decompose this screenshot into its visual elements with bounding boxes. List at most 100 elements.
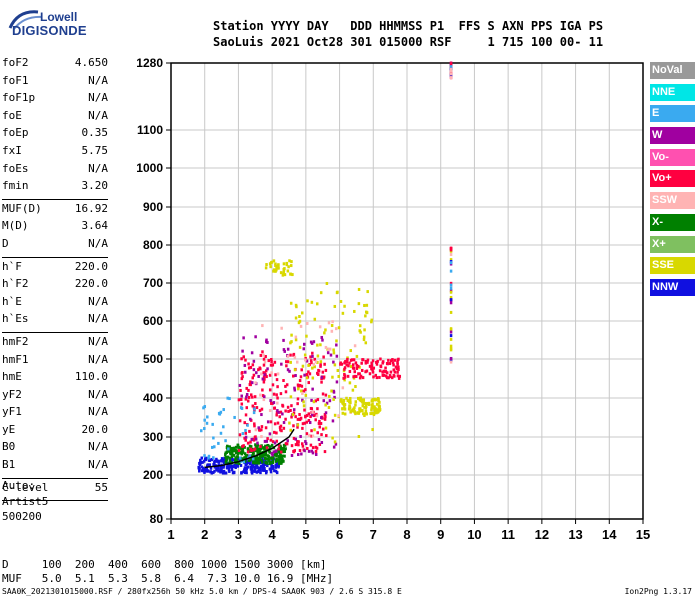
echo-point [230, 449, 233, 453]
echo-point [364, 370, 367, 374]
echo-point [275, 378, 279, 382]
echo-point [323, 417, 327, 421]
echo-point [211, 422, 214, 426]
echo-point [276, 409, 279, 413]
echo-point [283, 450, 286, 454]
echo-point [233, 464, 236, 468]
echo-point [300, 442, 304, 446]
param-name: foF1 [2, 73, 29, 87]
echo-point [208, 458, 212, 462]
echo-point [449, 70, 453, 74]
echo-point [201, 460, 204, 464]
echo-point [296, 397, 300, 401]
echo-point [283, 267, 286, 271]
echo-point [372, 366, 376, 370]
param-name: yF2 [2, 387, 22, 401]
param-value: 55 [94, 480, 108, 494]
echo-point [239, 388, 242, 392]
echo-point [262, 464, 265, 468]
echo-point [312, 340, 316, 344]
echo-point [253, 457, 257, 461]
echo-point [280, 362, 283, 366]
file-info: SAA0K_2021301015000.RSF / 280fx256h 50 k… [2, 587, 402, 596]
echo-point [364, 406, 368, 410]
echo-point [232, 458, 235, 462]
echo-point [381, 361, 384, 365]
echo-point [284, 390, 288, 394]
echo-point [294, 303, 298, 307]
echo-point [343, 361, 346, 365]
echo-point [378, 375, 381, 379]
echo-point [449, 360, 453, 364]
echo-point [273, 441, 277, 445]
echo-point [254, 381, 257, 385]
echo-point [305, 334, 308, 338]
echo-point [385, 376, 389, 380]
echo-point [227, 468, 231, 472]
digisonde-logo: Lowell DIGISONDE [4, 8, 114, 44]
echo-point [376, 359, 379, 363]
echo-point [307, 419, 311, 423]
echo-point [316, 371, 319, 375]
echo-point [224, 461, 228, 465]
echo-point [215, 459, 219, 463]
echo-point [315, 302, 319, 306]
echo-point [234, 458, 238, 462]
echo-point [362, 335, 366, 339]
echo-point [289, 341, 292, 345]
echo-point [345, 363, 348, 367]
echo-point [237, 398, 241, 402]
separator [2, 331, 108, 333]
echo-point [251, 452, 255, 456]
echo-point [449, 67, 453, 71]
echo-point [283, 273, 287, 277]
echo-point [263, 360, 267, 364]
echo-point [259, 353, 263, 357]
echo-point [339, 299, 343, 303]
echo-point [281, 404, 285, 408]
echo-point [272, 392, 276, 396]
param-value: 220.0 [74, 259, 108, 273]
echo-point [337, 326, 341, 330]
y-tick-label: 500 [143, 352, 163, 366]
echo-point [248, 458, 252, 462]
echo-point [269, 456, 272, 460]
echo-point [265, 439, 268, 443]
echo-point [241, 375, 244, 379]
echo-point [449, 330, 453, 334]
echo-point [278, 459, 281, 463]
echo-point [328, 399, 332, 403]
echo-point [273, 360, 277, 364]
echo-point [348, 381, 352, 385]
echo-point [301, 426, 304, 430]
echo-point [292, 353, 295, 357]
y-tick-label: 200 [143, 468, 163, 482]
echo-point [266, 454, 270, 458]
echo-point [240, 402, 244, 406]
echo-point [273, 430, 276, 434]
echo-point [358, 324, 362, 328]
echo-point [278, 425, 282, 429]
legend-item-nnw: NNW [650, 278, 695, 296]
echo-point [280, 326, 283, 330]
echo-point [316, 431, 319, 435]
echo-point [314, 399, 317, 403]
echo-point [313, 317, 317, 321]
echo-point [212, 436, 215, 440]
echo-point [290, 415, 293, 419]
param-value: 0.35 [81, 126, 109, 140]
echo-point [284, 384, 287, 388]
echo-point [273, 406, 277, 410]
echo-point [257, 456, 260, 460]
param-name: foEs [2, 161, 29, 175]
echo-point [298, 412, 301, 416]
echo-point [339, 399, 343, 403]
echo-point [198, 467, 201, 471]
echo-point [316, 343, 319, 347]
echo-point [314, 418, 317, 422]
echo-point [251, 404, 255, 408]
echo-point [316, 407, 319, 411]
echo-point [274, 469, 278, 473]
echo-point [261, 350, 264, 354]
echo-point [374, 406, 377, 410]
